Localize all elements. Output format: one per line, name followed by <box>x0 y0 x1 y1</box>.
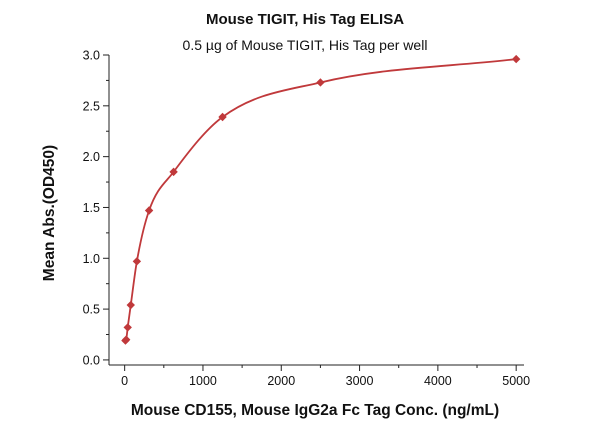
x-tick-label: 1000 <box>189 374 217 388</box>
x-tick-label: 5000 <box>502 374 530 388</box>
chart-title: Mouse TIGIT, His Tag ELISA <box>206 11 404 28</box>
x-ticks: 0 1000 2000 3000 4000 5000 <box>121 365 530 388</box>
data-point <box>511 54 521 64</box>
data-point <box>169 167 178 177</box>
y-tick-label: 1.0 <box>83 252 100 266</box>
fit-curves <box>124 58 517 342</box>
data-point <box>121 335 131 344</box>
y-axis-label: Mean Abs.(OD450) <box>41 145 58 281</box>
data-point <box>126 300 135 310</box>
x-tick-label: 2000 <box>267 374 295 388</box>
x-tick-label: 4000 <box>424 374 452 388</box>
chart-subtitle: 0.5 µg of Mouse TIGIT, His Tag per well <box>183 37 428 53</box>
y-tick-label: 3.0 <box>83 49 100 63</box>
y-tick-label: 2.0 <box>83 150 100 164</box>
data-point <box>316 78 325 87</box>
data-points <box>121 54 521 345</box>
fit-curve <box>124 58 517 342</box>
y-tick-label: 1.5 <box>83 201 100 215</box>
x-tick-label: 3000 <box>346 374 374 388</box>
data-point <box>144 206 154 215</box>
data-point <box>123 323 132 332</box>
axes <box>108 55 524 366</box>
x-tick-label: 0 <box>121 374 128 388</box>
y-tick-label: 0.0 <box>83 353 100 367</box>
y-ticks: 0.0 0.5 1.0 1.5 2.0 2.5 3.0 <box>83 49 109 367</box>
data-point <box>132 257 142 266</box>
x-axis-label: Mouse CD155, Mouse IgG2a Fc Tag Conc. (n… <box>131 402 499 419</box>
y-tick-label: 2.5 <box>83 99 100 113</box>
data-point <box>218 112 227 122</box>
y-tick-label: 0.5 <box>83 303 100 317</box>
